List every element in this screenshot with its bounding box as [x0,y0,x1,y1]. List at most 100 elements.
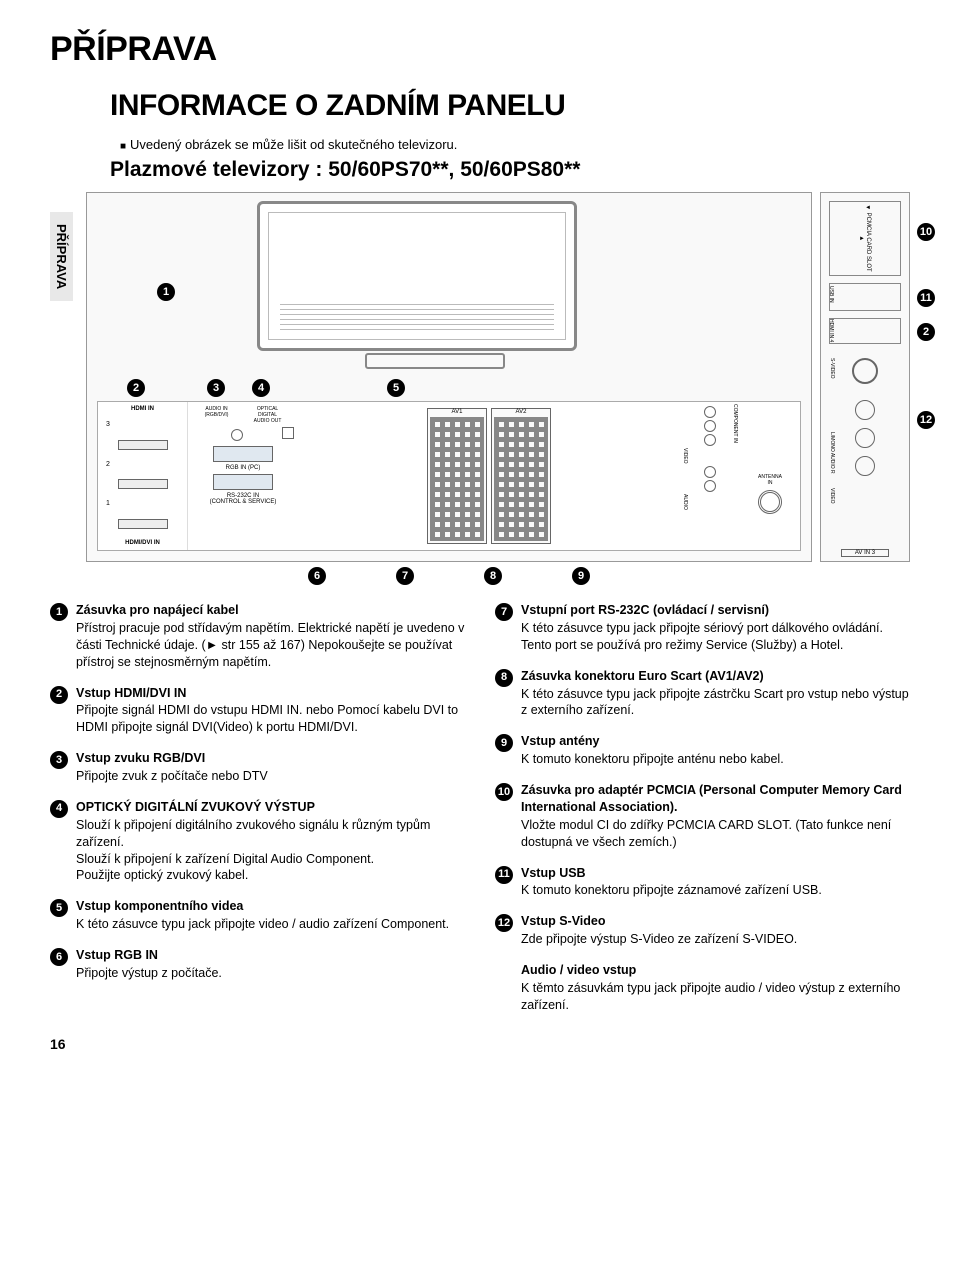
rgb-pc-port [213,446,273,462]
item-bullet: 12 [495,914,513,932]
hdmi-in-label: HDMI IN [102,406,183,412]
scart-av1: AV1 [427,408,487,544]
connector-block: HDMI IN 3 2 1 HDMI/DVI IN AUDIO IN (RGB/… [97,401,801,551]
scart-av2-grid [494,417,548,541]
av2-label: AV2 [492,409,550,415]
item-body: Zásuvka pro napájecí kabelPřístroj pracu… [76,602,465,671]
item-bullet: 7 [495,603,513,621]
item-title: Audio / video vstup [521,962,910,979]
description-item: 8 Zásuvka konektoru Euro Scart (AV1/AV2)K… [495,668,910,720]
av-in-3-label: AV IN 3 [841,549,889,557]
rgb-in-label: RGB IN (PC) [192,465,294,471]
scart-column: AV1 AV2 [298,402,680,550]
port-num-3: 3 [102,421,183,428]
callout-11: 11 [917,289,935,307]
audio-in-label: AUDIO IN (RGB/DVI) [205,406,229,424]
callout-8: 8 [484,567,502,585]
item-title: Vstup komponentního videa [76,898,465,915]
port-num-2: 2 [102,461,183,468]
item-text: K této zásuvce typu jack připojte video … [76,916,465,933]
av3-jack-2 [855,428,875,448]
scart-av1-grid [430,417,484,541]
description-item: Audio / video vstupK těmto zásuvkám typu… [495,962,910,1014]
hdmi-column: HDMI IN 3 2 1 HDMI/DVI IN [98,402,188,550]
tv-stripes [280,304,554,334]
item-text: K tomuto konektoru připojte anténu nebo … [521,751,910,768]
description-left-column: 1 Zásuvka pro napájecí kabelPřístroj prac… [50,602,465,1028]
antenna-ring [758,490,782,514]
hdmi4-label: HDMI IN 4 [828,319,834,342]
item-bullet: 9 [495,734,513,752]
optical-label: OPTICAL DIGITAL AUDIO OUT [254,406,282,424]
usb-in-label: USB IN [828,286,834,303]
under-number-row: 6 7 8 9 [87,567,811,585]
item-body: Vstup S-VideoZde připojte výstup S-Video… [521,913,910,948]
description-item: 5Vstup komponentního videaK této zásuvce… [50,898,465,933]
comp-jack-1 [704,406,716,418]
av3-jack-1 [855,400,875,420]
hdmi-port-1 [118,519,168,529]
description-item: 12 Vstup S-VideoZde připojte výstup S-Vid… [495,913,910,948]
svideo-label: S-VIDEO [829,358,835,379]
optical-jack [282,427,294,439]
svideo-jack [852,358,878,384]
tv-frame [257,201,577,351]
item-title: Zásuvka pro adaptér PCMCIA (Personal Com… [521,782,910,816]
item-text: K této zásuvce typu jack připojte zástrč… [521,686,910,720]
item-bullet: 3 [50,751,68,769]
item-bullet: 10 [495,783,513,801]
pcmcia-label: ◄ PCMCIA CARD SLOT ► [859,202,871,275]
item-text: Připojte signál HDMI do vstupu HDMI IN. … [76,702,465,736]
description-item: 7 Vstupní port RS-232C (ovládací / servis… [495,602,910,654]
comp-jack-3 [704,434,716,446]
item-body: Vstup RGB INPřipojte výstup z počítače. [76,947,465,982]
item-title: Vstup HDMI/DVI IN [76,685,465,702]
audio-label: AUDIO [682,494,688,510]
side-tab-label: PŘÍPRAVA [50,212,73,301]
av3-video-label: VIDEO [829,488,835,504]
item-bullet: 1 [50,603,68,621]
item-text: K těmto zásuvkám typu jack připojte audi… [521,980,910,1014]
callout-3: 3 [207,379,225,397]
callout-4: 4 [252,379,270,397]
item-body: Vstupní port RS-232C (ovládací / servisn… [521,602,910,654]
item-title: Vstup zvuku RGB/DVI [76,750,465,767]
item-title: Vstupní port RS-232C (ovládací / servisn… [521,602,910,619]
section-title: INFORMACE O ZADNÍM PANELU [110,89,910,123]
note-text: Uvedený obrázek se může lišit od skutečn… [120,137,910,152]
item-title: Zásuvka konektoru Euro Scart (AV1/AV2) [521,668,910,685]
comp-audio-r [704,480,716,492]
item-text: K tomuto konektoru připojte záznamové za… [521,882,910,899]
item-bullet: 6 [50,948,68,966]
description-item: 10 Zásuvka pro adaptér PCMCIA (Personal C… [495,782,910,851]
item-body: Vstup HDMI/DVI INPřipojte signál HDMI do… [76,685,465,737]
callout-2: 2 [127,379,145,397]
callout-9: 9 [572,567,590,585]
rear-panel-diagram: 1 2 3 4 5 HDMI IN 3 2 1 HDMI/DVI IN [86,192,812,562]
audio-in-jack [231,429,243,441]
item-title: Vstup USB [521,865,910,882]
svideo-block: S-VIDEO [829,358,901,384]
av1-label: AV1 [428,409,486,415]
av3-jacks: L/MONO AUDIO R VIDEO [829,398,901,478]
hdmi4-slot: HDMI IN 4 [829,318,901,344]
description-item: 1 Zásuvka pro napájecí kabelPřístroj prac… [50,602,465,671]
description-row: 1 Zásuvka pro napájecí kabelPřístroj prac… [50,602,910,1028]
callout-7: 7 [396,567,414,585]
mid-column: AUDIO IN (RGB/DVI) OPTICAL DIGITAL AUDIO… [188,402,298,550]
hdmi-dvi-label: HDMI/DVI IN [102,540,183,546]
item-body: Vstup zvuku RGB/DVIPřipojte zvuk z počít… [76,750,465,785]
component-in-label: COMPONENT IN [732,404,738,464]
item-bullet: 8 [495,669,513,687]
rs232c-label: RS-232C IN (CONTROL & SERVICE) [192,493,294,505]
callout-2b: 2 [917,323,935,341]
item-text: Vložte modul CI do zdířky PCMCIA CARD SL… [521,817,910,851]
item-text: Slouží k připojení digitálního zvukového… [76,817,465,885]
hdmi-port-3 [118,440,168,450]
item-body: Zásuvka pro adaptér PCMCIA (Personal Com… [521,782,910,851]
models-line: Plazmové televizory : 50/60PS70**, 50/60… [110,158,910,182]
video-label: VIDEO [682,448,688,464]
item-title: Vstup antény [521,733,910,750]
item-text: Přístroj pracuje pod střídavým napětím. … [76,620,465,671]
page: PŘÍPRAVA INFORMACE O ZADNÍM PANELU Uvede… [0,0,960,1072]
